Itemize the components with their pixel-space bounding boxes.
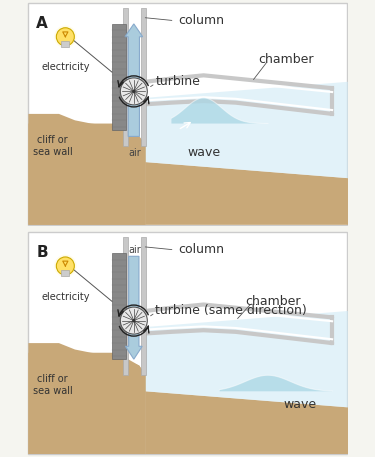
Polygon shape — [28, 343, 146, 454]
Bar — [141, 8, 146, 146]
Bar — [62, 41, 69, 47]
Circle shape — [54, 26, 76, 48]
Circle shape — [56, 257, 74, 275]
Polygon shape — [171, 98, 268, 123]
Text: wave: wave — [284, 398, 316, 411]
Text: column: column — [178, 14, 224, 27]
Text: turbine: turbine — [155, 75, 200, 88]
Circle shape — [132, 319, 135, 322]
Text: air: air — [128, 148, 141, 158]
Text: wave: wave — [187, 146, 220, 159]
Bar — [62, 270, 69, 276]
Polygon shape — [146, 311, 348, 407]
Text: chamber: chamber — [258, 53, 314, 66]
Text: A: A — [36, 16, 48, 31]
Polygon shape — [146, 391, 348, 454]
Circle shape — [56, 28, 74, 46]
FancyArrow shape — [126, 256, 142, 359]
Text: air: air — [128, 245, 141, 255]
Text: B: B — [36, 245, 48, 260]
Text: column: column — [178, 244, 224, 256]
Bar — [123, 8, 128, 146]
Polygon shape — [28, 114, 146, 225]
Text: cliff or
sea wall: cliff or sea wall — [33, 135, 72, 157]
Text: cliff or
sea wall: cliff or sea wall — [33, 374, 72, 396]
Polygon shape — [220, 375, 332, 391]
Bar — [112, 24, 126, 130]
Text: electricity: electricity — [41, 63, 90, 73]
Bar — [123, 237, 128, 375]
Circle shape — [120, 78, 147, 105]
Circle shape — [54, 255, 76, 277]
Text: electricity: electricity — [41, 292, 90, 302]
Circle shape — [120, 307, 147, 334]
Bar — [141, 237, 146, 375]
Text: turbine (same direction): turbine (same direction) — [155, 304, 307, 318]
Polygon shape — [28, 353, 146, 454]
Polygon shape — [146, 162, 348, 225]
Bar — [112, 253, 126, 359]
Circle shape — [132, 90, 135, 93]
Text: chamber: chamber — [245, 295, 301, 308]
Polygon shape — [146, 82, 348, 178]
FancyArrow shape — [125, 24, 142, 136]
Polygon shape — [28, 123, 146, 225]
